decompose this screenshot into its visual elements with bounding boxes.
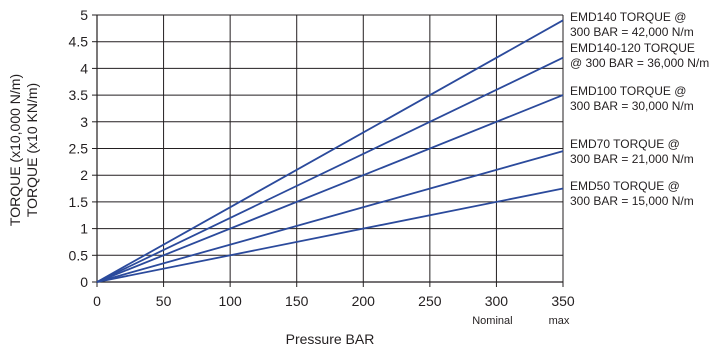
y-tick-label: 5 [80, 7, 88, 23]
y-axis-title-line-1: TORQUE (x10,000 N/m) [7, 74, 23, 226]
series-annotations: EMD140 TORQUE @300 BAR = 42,000 N/mEMD14… [570, 10, 709, 208]
y-tick-label: 0 [80, 274, 88, 290]
y-axis-title-line-2: TORQUE (x10 KN/m) [24, 83, 40, 217]
series-line [96, 187, 564, 283]
series-annotation-line: 300 BAR = 42,000 N/m [570, 25, 694, 39]
x-tick-label: 300 [485, 293, 509, 309]
series-annotation-line: 300 BAR = 15,000 N/m [570, 194, 694, 208]
x-tick-label: 200 [352, 293, 376, 309]
y-tick-label: 1 [80, 221, 88, 237]
x-tick-label: 0 [93, 293, 101, 309]
series-annotation: EMD70 TORQUE @300 BAR = 21,000 N/m [570, 137, 694, 166]
series-annotation-line: EMD100 TORQUE @ [570, 84, 686, 98]
series-line [96, 19, 564, 283]
y-tick-label: 4 [80, 60, 88, 76]
x-tick-sublabel: max [549, 315, 570, 327]
x-tick-label: 150 [285, 293, 309, 309]
series-annotation: EMD140 TORQUE @300 BAR = 42,000 N/m [570, 10, 694, 39]
x-tick-labels: 0 50 100 150 200 250 300 350 Nominal max [93, 293, 575, 327]
series-lines [96, 19, 564, 283]
series-annotation-line: EMD140-120 TORQUE [570, 41, 695, 55]
x-tick-label: 350 [551, 293, 575, 309]
x-axis-title: Pressure BAR [286, 331, 375, 347]
series-annotation: EMD50 TORQUE @300 BAR = 15,000 N/m [570, 179, 694, 208]
series-line [96, 56, 564, 283]
series-line [96, 94, 564, 283]
x-tick-label: 50 [156, 293, 172, 309]
y-tick-label: 4.5 [69, 34, 89, 50]
series-annotation: EMD100 TORQUE @300 BAR = 30,000 N/m [570, 84, 694, 113]
series-annotation-line: EMD140 TORQUE @ [570, 10, 686, 24]
x-tick-label: 100 [218, 293, 242, 309]
series-annotation-line: 300 BAR = 21,000 N/m [570, 152, 694, 166]
axes [92, 14, 564, 287]
y-tick-label: 2.5 [69, 141, 89, 157]
series-line [96, 150, 564, 283]
y-tick-label: 2 [80, 167, 88, 183]
x-tick-sublabel: Nominal [472, 315, 512, 327]
series-annotation-line: @ 300 BAR = 36,000 N/m [570, 56, 709, 70]
y-tick-label: 3.5 [69, 87, 89, 103]
x-tick-label: 250 [418, 293, 442, 309]
series-annotation-line: 300 BAR = 30,000 N/m [570, 99, 694, 113]
y-tick-label: 3 [80, 114, 88, 130]
series-annotation-line: EMD50 TORQUE @ [570, 179, 680, 193]
y-axis-title: TORQUE (x10,000 N/m) TORQUE (x10 KN/m) [7, 74, 40, 226]
series-annotation: EMD140-120 TORQUE@ 300 BAR = 36,000 N/m [570, 41, 709, 70]
y-tick-label: 0.5 [69, 247, 89, 263]
series-annotation-line: EMD70 TORQUE @ [570, 137, 680, 151]
y-tick-labels: 0 0.5 1 1.5 2 2.5 3 3.5 4 4.5 5 [69, 7, 89, 290]
y-tick-label: 1.5 [69, 194, 89, 210]
